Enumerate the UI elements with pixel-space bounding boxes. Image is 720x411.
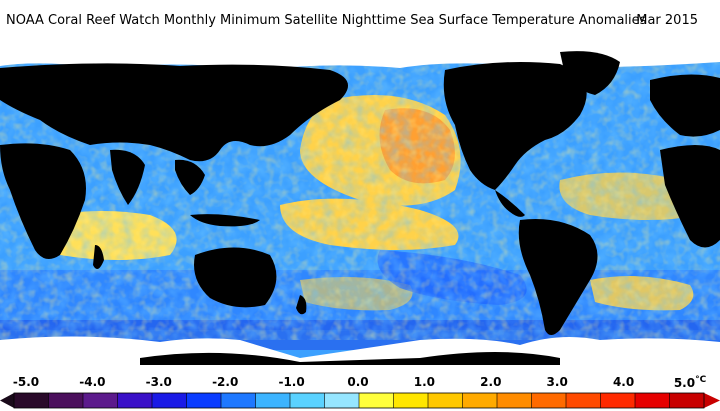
- colorbar-segment: [359, 393, 394, 408]
- colorbar-segment: [566, 393, 601, 408]
- legend-tick-label: 4.0: [612, 375, 635, 389]
- colorbar-border: [13, 392, 705, 409]
- colorbar-segment: [255, 393, 291, 408]
- colorbar-segment: [14, 393, 49, 408]
- legend-tick-label: 0.0: [347, 375, 369, 389]
- colorbar-left-arrow: [0, 393, 14, 408]
- legend-tick-label: -2.0: [212, 375, 239, 389]
- color-legend: -5.0 -4.0 -3.0 -2.0 -1.0 0.0 1.0 2.0 3.0 4.0 5.0°C: [0, 366, 720, 411]
- colorbar-segment: [497, 393, 532, 408]
- legend-unit: °C: [695, 375, 707, 385]
- north-america: [443, 62, 587, 190]
- colorbar-segment: [117, 393, 153, 408]
- colorbar-segment: [290, 393, 325, 408]
- australia: [194, 247, 277, 308]
- sst-anomaly-map: [0, 40, 720, 365]
- colorbar-segment: [669, 393, 705, 408]
- colorbar-segment: [635, 393, 670, 408]
- colorbar-segment: [83, 393, 118, 408]
- japan: [250, 110, 263, 135]
- colorbar-right-arrow: [704, 393, 720, 408]
- legend-tick-label: 1.0: [413, 375, 436, 389]
- colorbar-segment: [186, 393, 222, 408]
- colorbar-segment: [48, 393, 84, 408]
- eurasia: [0, 63, 348, 162]
- madagascar: [93, 245, 104, 269]
- greenland: [560, 51, 620, 95]
- colorbar-segment: [152, 393, 187, 408]
- legend-tick-label: -4.0: [79, 375, 106, 389]
- colorbar-segment: [531, 393, 567, 408]
- africa: [0, 143, 86, 259]
- legend-tick-label: 5.0°C: [673, 375, 707, 390]
- map-date: Mar 2015: [636, 13, 698, 28]
- africa-west: [660, 145, 720, 248]
- legend-tick-label: 3.0: [546, 375, 568, 389]
- central-america: [495, 190, 525, 217]
- legend-tick-label: -3.0: [145, 375, 172, 389]
- colorbar-segment: [221, 393, 256, 408]
- map-title: NOAA Coral Reef Watch Monthly Minimum Sa…: [6, 13, 647, 28]
- colorbar-segment: [600, 393, 636, 408]
- south-america: [518, 219, 598, 335]
- legend-tick-label: -5.0: [12, 375, 40, 389]
- europe-west: [650, 74, 720, 137]
- colorbar-segment: [393, 393, 429, 408]
- new-zealand: [296, 295, 307, 315]
- colorbar-segment: [462, 393, 498, 408]
- indonesia: [190, 214, 260, 227]
- legend-tick-label: 2.0: [480, 375, 502, 389]
- southeast-asia: [175, 159, 205, 195]
- antarctica-land: [140, 352, 560, 365]
- colorbar-segment: [428, 393, 463, 408]
- colorbar-segment: [324, 393, 360, 408]
- legend-tick-label: -1.0: [278, 375, 305, 389]
- colorbar: [0, 392, 720, 409]
- india: [110, 149, 145, 205]
